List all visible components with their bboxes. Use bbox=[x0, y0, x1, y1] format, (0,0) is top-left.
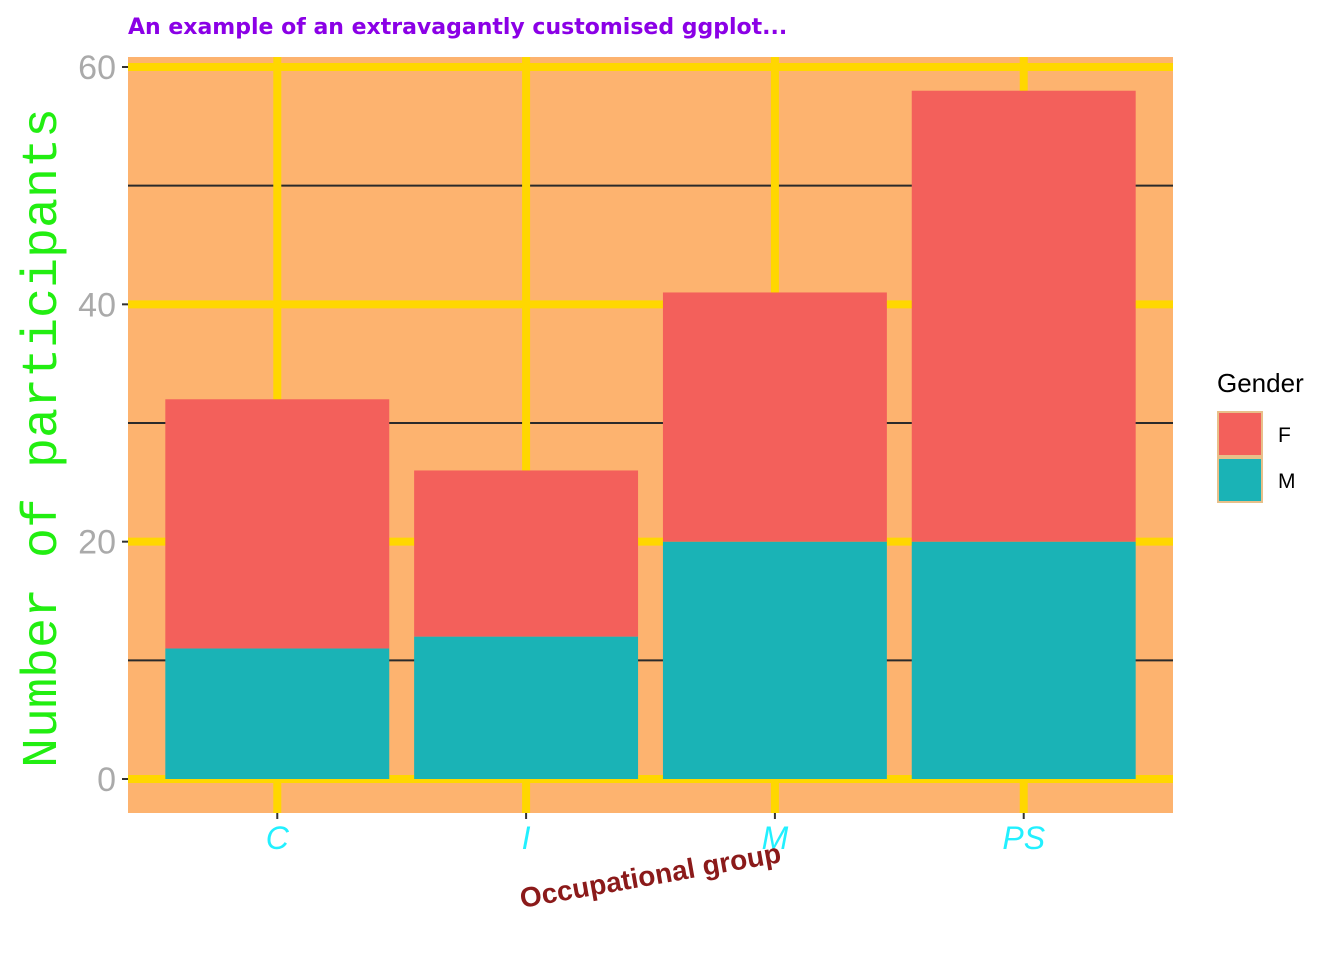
x-tick-label: C bbox=[266, 820, 290, 856]
legend-key-M bbox=[1217, 457, 1263, 503]
y-tick-label: 20 bbox=[78, 524, 116, 562]
bar-PS-F bbox=[911, 90, 1136, 542]
x-tick-label: I bbox=[522, 820, 531, 856]
bar-PS-M bbox=[911, 541, 1136, 779]
legend-label-M: M bbox=[1278, 470, 1296, 493]
legend: Gender FM bbox=[1217, 368, 1304, 503]
chart-title: An example of an extravagantly customise… bbox=[128, 15, 787, 40]
bar-C-M bbox=[165, 648, 390, 779]
x-tick-label: M bbox=[762, 820, 789, 856]
bar-C-F bbox=[165, 399, 390, 649]
y-axis-label: Number of participants bbox=[15, 108, 72, 768]
legend-title: Gender bbox=[1217, 368, 1304, 398]
bar-M-F bbox=[662, 292, 887, 542]
legend-key-F bbox=[1217, 411, 1263, 457]
bar-M-M bbox=[662, 541, 887, 779]
bars bbox=[165, 90, 1136, 779]
bar-I-M bbox=[414, 636, 639, 779]
x-tick-label: PS bbox=[1002, 820, 1045, 856]
legend-label-F: F bbox=[1278, 424, 1291, 447]
bar-I-F bbox=[414, 470, 639, 637]
y-tick-label: 60 bbox=[78, 49, 116, 87]
x-axis-label: Occupational group bbox=[517, 837, 783, 913]
y-tick-label: 0 bbox=[97, 761, 116, 799]
axes: 0 20 40 60 C I M PS bbox=[78, 49, 1045, 856]
y-tick-label: 40 bbox=[78, 286, 116, 324]
